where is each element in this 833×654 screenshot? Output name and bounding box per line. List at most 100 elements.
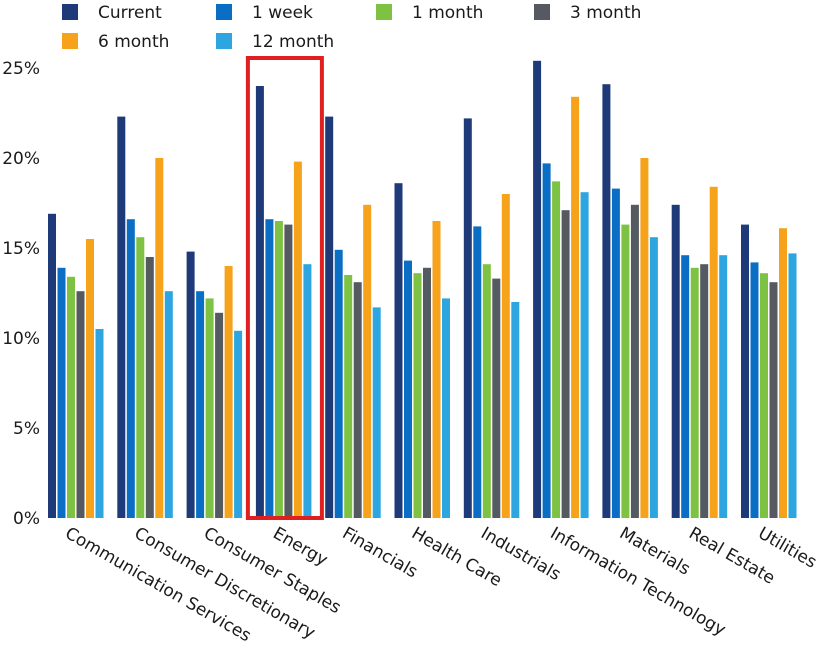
bar-6-month-health-care <box>432 221 441 518</box>
legend-item-12-month: 12 month <box>216 32 334 52</box>
bar-3-month-health-care <box>423 267 431 518</box>
legend-label: 12 month <box>252 32 334 52</box>
bar-1-week-health-care <box>404 260 412 518</box>
bar-3-month-information-technology <box>561 210 570 518</box>
legend-item-1-month: 1 month <box>376 3 483 23</box>
bar-1-month-communication-services <box>67 276 75 518</box>
bar-3-month-communication-services <box>76 291 85 518</box>
bar-12-month-utilities <box>788 253 797 518</box>
y-tick-label: 0% <box>13 509 40 529</box>
bar-1-month-health-care <box>413 273 422 518</box>
bar-current-consumer-staples <box>186 251 195 518</box>
bar-12-month-communication-services <box>95 329 104 518</box>
bar-3-month-consumer-discretionary <box>145 257 154 518</box>
bar-1-month-information-technology <box>552 181 561 518</box>
bar-group-energy <box>255 86 312 518</box>
legend-swatch <box>62 33 78 49</box>
bar-group-industrials <box>463 118 520 519</box>
bar-1-month-real-estate <box>690 267 699 518</box>
y-tick-label: 20% <box>2 149 40 169</box>
bar-current-financials <box>325 116 334 518</box>
bar-6-month-real-estate <box>709 186 718 519</box>
bar-12-month-materials <box>649 237 658 518</box>
bar-current-real-estate <box>671 204 680 519</box>
bar-current-industrials <box>463 118 472 519</box>
legend-item-3-month: 3 month <box>534 3 641 23</box>
bar-1-week-utilities <box>750 262 759 518</box>
bar-3-month-energy <box>284 224 293 518</box>
bar-current-energy <box>255 86 264 518</box>
bar-3-month-financials <box>353 282 362 518</box>
bar-3-month-real-estate <box>700 264 709 518</box>
bar-3-month-consumer-staples <box>215 312 224 518</box>
bar-group-financials <box>325 116 381 519</box>
bar-current-materials <box>602 84 611 518</box>
legend-label: Current <box>98 3 162 23</box>
bar-1-month-utilities <box>760 273 768 518</box>
x-category-label: Financials <box>339 523 421 582</box>
bar-12-month-energy <box>303 264 312 518</box>
bar-12-month-health-care <box>442 298 450 518</box>
bar-3-month-utilities <box>769 282 778 518</box>
bar-1-week-industrials <box>473 226 482 518</box>
legend-label: 1 month <box>412 3 483 23</box>
bar-1-week-real-estate <box>681 255 690 518</box>
bar-3-month-materials <box>630 204 639 519</box>
bar-1-week-consumer-discretionary <box>126 219 135 518</box>
bar-12-month-financials <box>372 307 381 518</box>
bars <box>48 60 797 519</box>
energy-highlight-box <box>245 56 324 520</box>
bar-1-week-communication-services <box>57 267 66 518</box>
y-tick-label: 10% <box>2 329 40 349</box>
bar-1-month-consumer-staples <box>205 298 214 518</box>
bar-6-month-utilities <box>779 228 787 518</box>
bar-6-month-information-technology <box>571 96 580 519</box>
bar-current-consumer-discretionary <box>117 116 126 518</box>
y-tick-label: 25% <box>2 59 40 79</box>
legend-item-6-month: 6 month <box>62 32 169 52</box>
bar-1-month-energy <box>274 221 283 518</box>
bar-3-month-industrials <box>492 278 501 518</box>
bar-1-month-materials <box>621 224 630 518</box>
bar-6-month-consumer-staples <box>224 266 233 518</box>
legend-label: 6 month <box>98 32 169 52</box>
bar-6-month-communication-services <box>86 239 94 518</box>
legend-item-1-week: 1 week <box>216 3 313 23</box>
legend-item-current: Current <box>62 3 162 23</box>
bar-group-health-care <box>394 183 450 518</box>
y-tick-label: 5% <box>13 419 40 439</box>
bar-12-month-information-technology <box>580 192 589 518</box>
bar-12-month-consumer-staples <box>234 330 243 518</box>
highlight-rectangle <box>245 56 324 520</box>
bar-group-communication-services <box>48 213 104 519</box>
bar-group-real-estate <box>671 186 728 519</box>
bar-group-consumer-staples <box>186 251 243 518</box>
chart-legend: Current 1 week 1 month 3 month 6 month 12 mon… <box>62 3 641 52</box>
bar-6-month-financials <box>363 204 372 519</box>
bar-6-month-consumer-discretionary <box>155 158 164 518</box>
bar-12-month-industrials <box>511 302 520 518</box>
bar-6-month-industrials <box>501 194 510 518</box>
bar-group-consumer-discretionary <box>117 116 173 518</box>
legend-swatch <box>534 4 550 20</box>
bar-6-month-materials <box>640 158 649 518</box>
legend-swatch <box>376 4 392 20</box>
bar-6-month-energy <box>293 161 302 518</box>
legend-swatch <box>216 33 232 49</box>
bar-12-month-real-estate <box>719 255 728 518</box>
bar-1-week-energy <box>265 219 274 518</box>
bar-1-week-information-technology <box>542 163 551 518</box>
bar-current-communication-services <box>48 213 56 519</box>
bar-current-health-care <box>394 183 403 518</box>
bar-1-month-consumer-discretionary <box>136 237 145 518</box>
bar-1-week-consumer-staples <box>196 291 205 518</box>
y-tick-label: 15% <box>2 239 40 259</box>
bar-current-utilities <box>741 224 749 518</box>
bar-1-week-materials <box>611 188 620 518</box>
legend-swatch <box>62 4 78 20</box>
bar-1-month-industrials <box>482 264 491 518</box>
bar-group-materials <box>602 84 658 519</box>
bar-1-month-financials <box>344 275 353 518</box>
